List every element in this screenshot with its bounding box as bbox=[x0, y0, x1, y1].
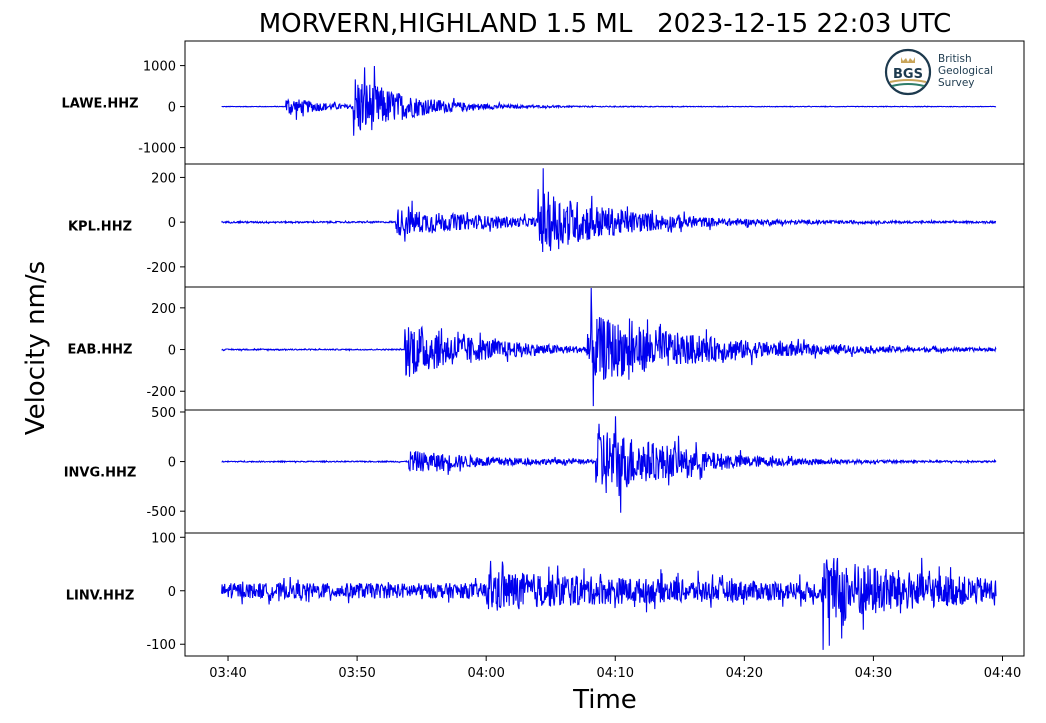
station-label: INVG.HHZ bbox=[64, 466, 137, 481]
y-tick-label: -200 bbox=[146, 385, 176, 400]
y-tick-label: 200 bbox=[151, 302, 176, 317]
panel-linv-hhz: LINV.HHZ 100 0 -100 bbox=[66, 531, 1025, 657]
waveform-trace bbox=[221, 557, 997, 650]
x-tick-label: 04:10 bbox=[597, 666, 634, 681]
x-tick-label: 04:00 bbox=[467, 666, 504, 681]
panel-invg-hhz: INVG.HHZ 500 0 -500 bbox=[64, 406, 1025, 534]
time-axis: 03:40 03:50 04:00 04:10 04:20 04:30 04:40 bbox=[209, 656, 1021, 681]
waveform-trace bbox=[221, 287, 997, 407]
station-label: KPL.HHZ bbox=[68, 220, 132, 235]
panel-eab-hhz: EAB.HHZ 200 0 -200 bbox=[68, 286, 1025, 411]
y-tick-label: 0 bbox=[168, 456, 176, 471]
y-tick-label: 1000 bbox=[143, 60, 176, 75]
panel-frame bbox=[184, 532, 1025, 657]
y-tick-label: -200 bbox=[146, 261, 176, 276]
y-axis-label: Velocity nm/s bbox=[21, 261, 51, 435]
panel-kpl-hhz: KPL.HHZ 200 0 -200 bbox=[68, 163, 1025, 288]
x-axis-label: Time bbox=[572, 685, 637, 715]
panel-lawe-hhz: LAWE.HHZ 1000 0 -1000 bbox=[61, 40, 1025, 165]
waveform-trace bbox=[221, 65, 997, 136]
x-tick-label: 04:20 bbox=[726, 666, 763, 681]
y-tick-label: 0 bbox=[168, 101, 176, 116]
x-tick-label: 04:30 bbox=[855, 666, 892, 681]
waveform-trace bbox=[221, 168, 997, 253]
chart-title: MORVERN,HIGHLAND 1.5 ML 2023-12-15 22:03… bbox=[259, 9, 951, 39]
y-tick-label: 100 bbox=[151, 531, 176, 546]
station-label: LAWE.HHZ bbox=[61, 97, 138, 112]
y-tick-label: -500 bbox=[146, 505, 176, 520]
station-label: EAB.HHZ bbox=[68, 343, 133, 358]
x-tick-label: 03:40 bbox=[209, 666, 246, 681]
logo-line-1: British bbox=[938, 53, 972, 65]
y-tick-label: 0 bbox=[168, 216, 176, 231]
logo-abbr: BGS bbox=[893, 67, 923, 82]
y-tick-label: -1000 bbox=[138, 142, 176, 157]
x-tick-label: 03:50 bbox=[338, 666, 375, 681]
y-tick-label: 500 bbox=[151, 406, 176, 421]
station-label: LINV.HHZ bbox=[66, 589, 135, 604]
logo-line-3: Survey bbox=[938, 77, 975, 89]
bgs-logo-icon: BGS British Geological Survey bbox=[884, 48, 993, 96]
logo-line-2: Geological bbox=[938, 65, 993, 77]
waveform-trace bbox=[221, 416, 997, 513]
x-tick-label: 04:40 bbox=[984, 666, 1021, 681]
y-tick-label: 200 bbox=[151, 171, 176, 186]
y-tick-label: 0 bbox=[168, 585, 176, 600]
y-tick-label: 0 bbox=[168, 344, 176, 359]
y-tick-label: -100 bbox=[146, 638, 176, 653]
station-panels: LAWE.HHZ10000-1000KPL.HHZ2000-200EAB.HHZ… bbox=[61, 40, 1025, 657]
